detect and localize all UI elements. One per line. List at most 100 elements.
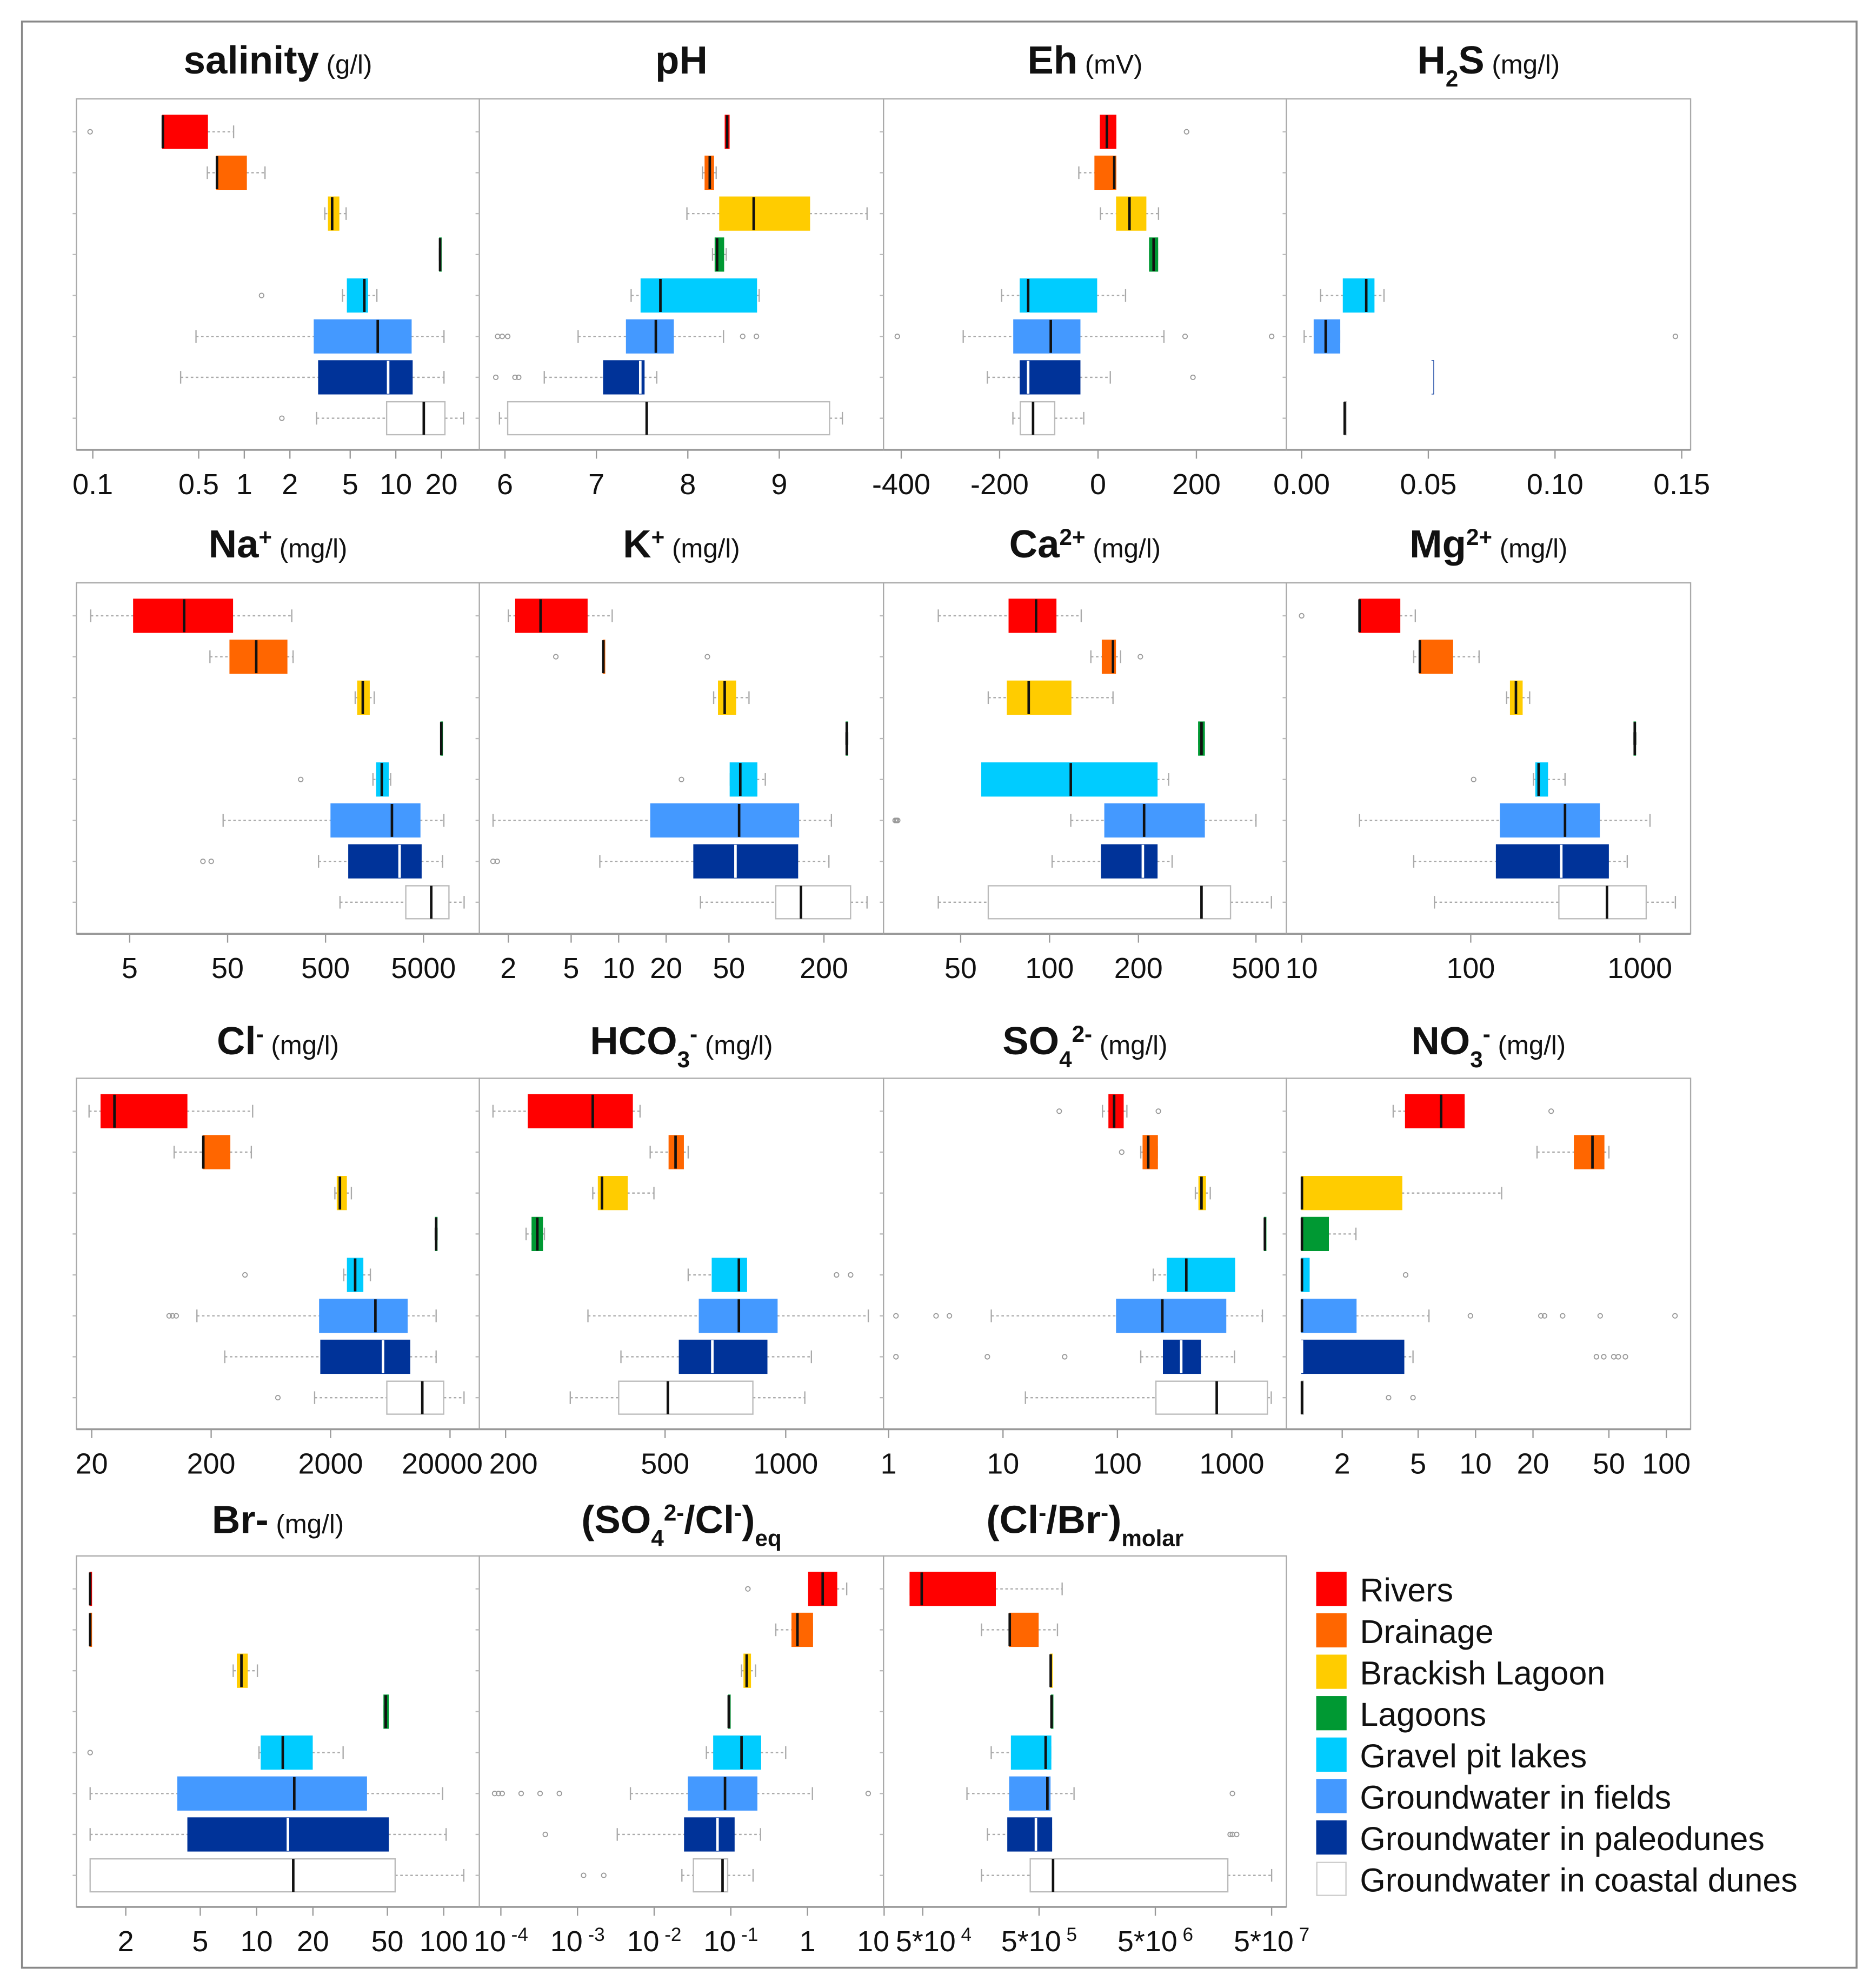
iqr-box [528, 1094, 633, 1128]
tick-label: 20 [425, 468, 457, 501]
tick-label-text: 10 [1286, 952, 1318, 985]
box-groundwater-in-fields [166, 1299, 437, 1333]
title-segment: molar [1121, 1525, 1183, 1551]
legend-label: Gravel pit lakes [1360, 1738, 1587, 1774]
tick-label-text: 5*10 [1117, 1925, 1178, 1958]
title-segment: 2 [1446, 65, 1458, 91]
tick-label-text: 20 [297, 1925, 329, 1958]
box-groundwater-in-fields [893, 1299, 1263, 1333]
outlier-point [1062, 1354, 1068, 1360]
title-segment: 4 [1059, 1046, 1072, 1072]
box-groundwater-in-fields [1359, 803, 1651, 838]
box-groundwater-in-coastal-dunes [498, 401, 843, 436]
box-groundwater-in-coastal-dunes [1343, 401, 1347, 436]
legend-swatch [1316, 1613, 1347, 1648]
outlier-point [87, 1750, 93, 1756]
tick-label: 2 [118, 1925, 134, 1958]
outlier-point [279, 415, 285, 421]
outlier-point [1155, 1108, 1161, 1114]
tick-label: 1000 [753, 1448, 818, 1480]
tick-label-text: 10 [703, 1925, 736, 1958]
tick-label-text: 5 [122, 952, 138, 985]
box-drainage [1090, 640, 1143, 674]
outlier-point [173, 1313, 179, 1319]
box-groundwater-in-fields [222, 803, 445, 838]
tick-label-text: 0 [1090, 468, 1106, 501]
iqr-box [1108, 1094, 1124, 1128]
outlier-point [1227, 1831, 1233, 1838]
tick-label-exponent: -3 [583, 1924, 605, 1945]
panel-7: Mg2+ (mg/l) 10 100 1000 [1282, 522, 1692, 985]
tick-label: 10 -2 [627, 1924, 682, 1958]
outlier-point [946, 1313, 953, 1319]
panel-0: salinity (g/l) 0.1 0.5 1 2 5 10 20 [72, 38, 480, 501]
panel-title: Eh (mV) [1027, 38, 1142, 82]
legend-label: Groundwater in fields [1360, 1779, 1671, 1816]
iqr-box [177, 1776, 367, 1811]
outlier-point [1119, 1149, 1125, 1155]
box-gravel-pit-lakes [1300, 1258, 1409, 1292]
tick-label: 200 [1114, 952, 1163, 985]
iqr-box [1104, 803, 1205, 838]
title-segment: - [1039, 1500, 1046, 1525]
box-brackish-lagoon [686, 196, 868, 231]
tick-label-text: 9 [771, 468, 787, 501]
iqr-box [385, 401, 446, 436]
box-lagoons [440, 721, 443, 756]
box-rivers [745, 1572, 848, 1606]
tick-label-exponent: 4 [956, 1924, 972, 1945]
iqr-box [507, 401, 830, 436]
title-segment: 4 [651, 1525, 664, 1551]
box-drainage [981, 1612, 1059, 1647]
legend-item: Groundwater in coastal dunes [1316, 1861, 1798, 1899]
box-groundwater-in-fields [492, 803, 833, 838]
outlier-point [1386, 1394, 1392, 1401]
tick-label-text: 1 [236, 468, 252, 501]
box-lagoons [727, 1694, 731, 1729]
tick-label: 5 [1410, 1448, 1426, 1480]
tick-label-text: 1 [881, 1448, 897, 1480]
tick-label-text: -400 [872, 468, 930, 501]
outlier-point [298, 776, 304, 782]
box-groundwater-in-paleodunes [1431, 360, 1434, 395]
outlier-point [753, 334, 760, 340]
tick-label-text: 10 [474, 1925, 506, 1958]
tick-label: 10 [1286, 952, 1318, 985]
iqr-box [1301, 1176, 1402, 1211]
tick-label: 200 [1172, 468, 1221, 501]
legend-label: Groundwater in coastal dunes [1360, 1862, 1797, 1899]
box-gravel-pit-lakes [87, 1735, 344, 1770]
title-segment: (mg/l) [1492, 534, 1567, 563]
iqr-box [1010, 1735, 1052, 1770]
title-segment: pH [655, 38, 708, 82]
legend: Rivers Drainage Brackish Lagoon Lagoons Grav… [1316, 1572, 1798, 1899]
panel-title: H2S (mg/l) [1417, 38, 1560, 91]
iqr-box [1007, 680, 1072, 715]
panel-title: Ca2+ (mg/l) [1009, 522, 1161, 566]
box-brackish-lagoon [334, 1176, 352, 1211]
outlier-point [678, 776, 684, 782]
box-gravel-pit-lakes [242, 1258, 371, 1292]
panel-title: (SO42-/Cl-)eq [581, 1498, 781, 1551]
tick-label: 10 [1459, 1448, 1492, 1480]
iqr-box [229, 640, 288, 674]
tick-label: 100 [1025, 952, 1074, 985]
title-segment: S [1458, 38, 1484, 82]
box-groundwater-in-fields [1303, 319, 1679, 354]
title-segment: 3 [677, 1046, 690, 1072]
panel-title: (Cl-/Br-)molar [986, 1498, 1183, 1551]
tick-label: 200 [800, 952, 848, 985]
outlier-point [1597, 1313, 1603, 1319]
box-groundwater-in-paleodunes [179, 360, 445, 395]
legend-item: Brackish Lagoon [1316, 1654, 1605, 1691]
tick-label-exponent: 7 [1294, 1924, 1309, 1945]
outlier-point [1601, 1354, 1607, 1360]
box-drainage [173, 1135, 252, 1169]
box-rivers [1056, 1094, 1161, 1128]
iqr-box [1342, 278, 1375, 313]
title-segment: (mg/l) [1485, 50, 1560, 79]
iqr-box [386, 1380, 444, 1415]
box-groundwater-in-coastal-dunes [1434, 885, 1677, 920]
tick-label: 50 [1593, 1448, 1625, 1480]
